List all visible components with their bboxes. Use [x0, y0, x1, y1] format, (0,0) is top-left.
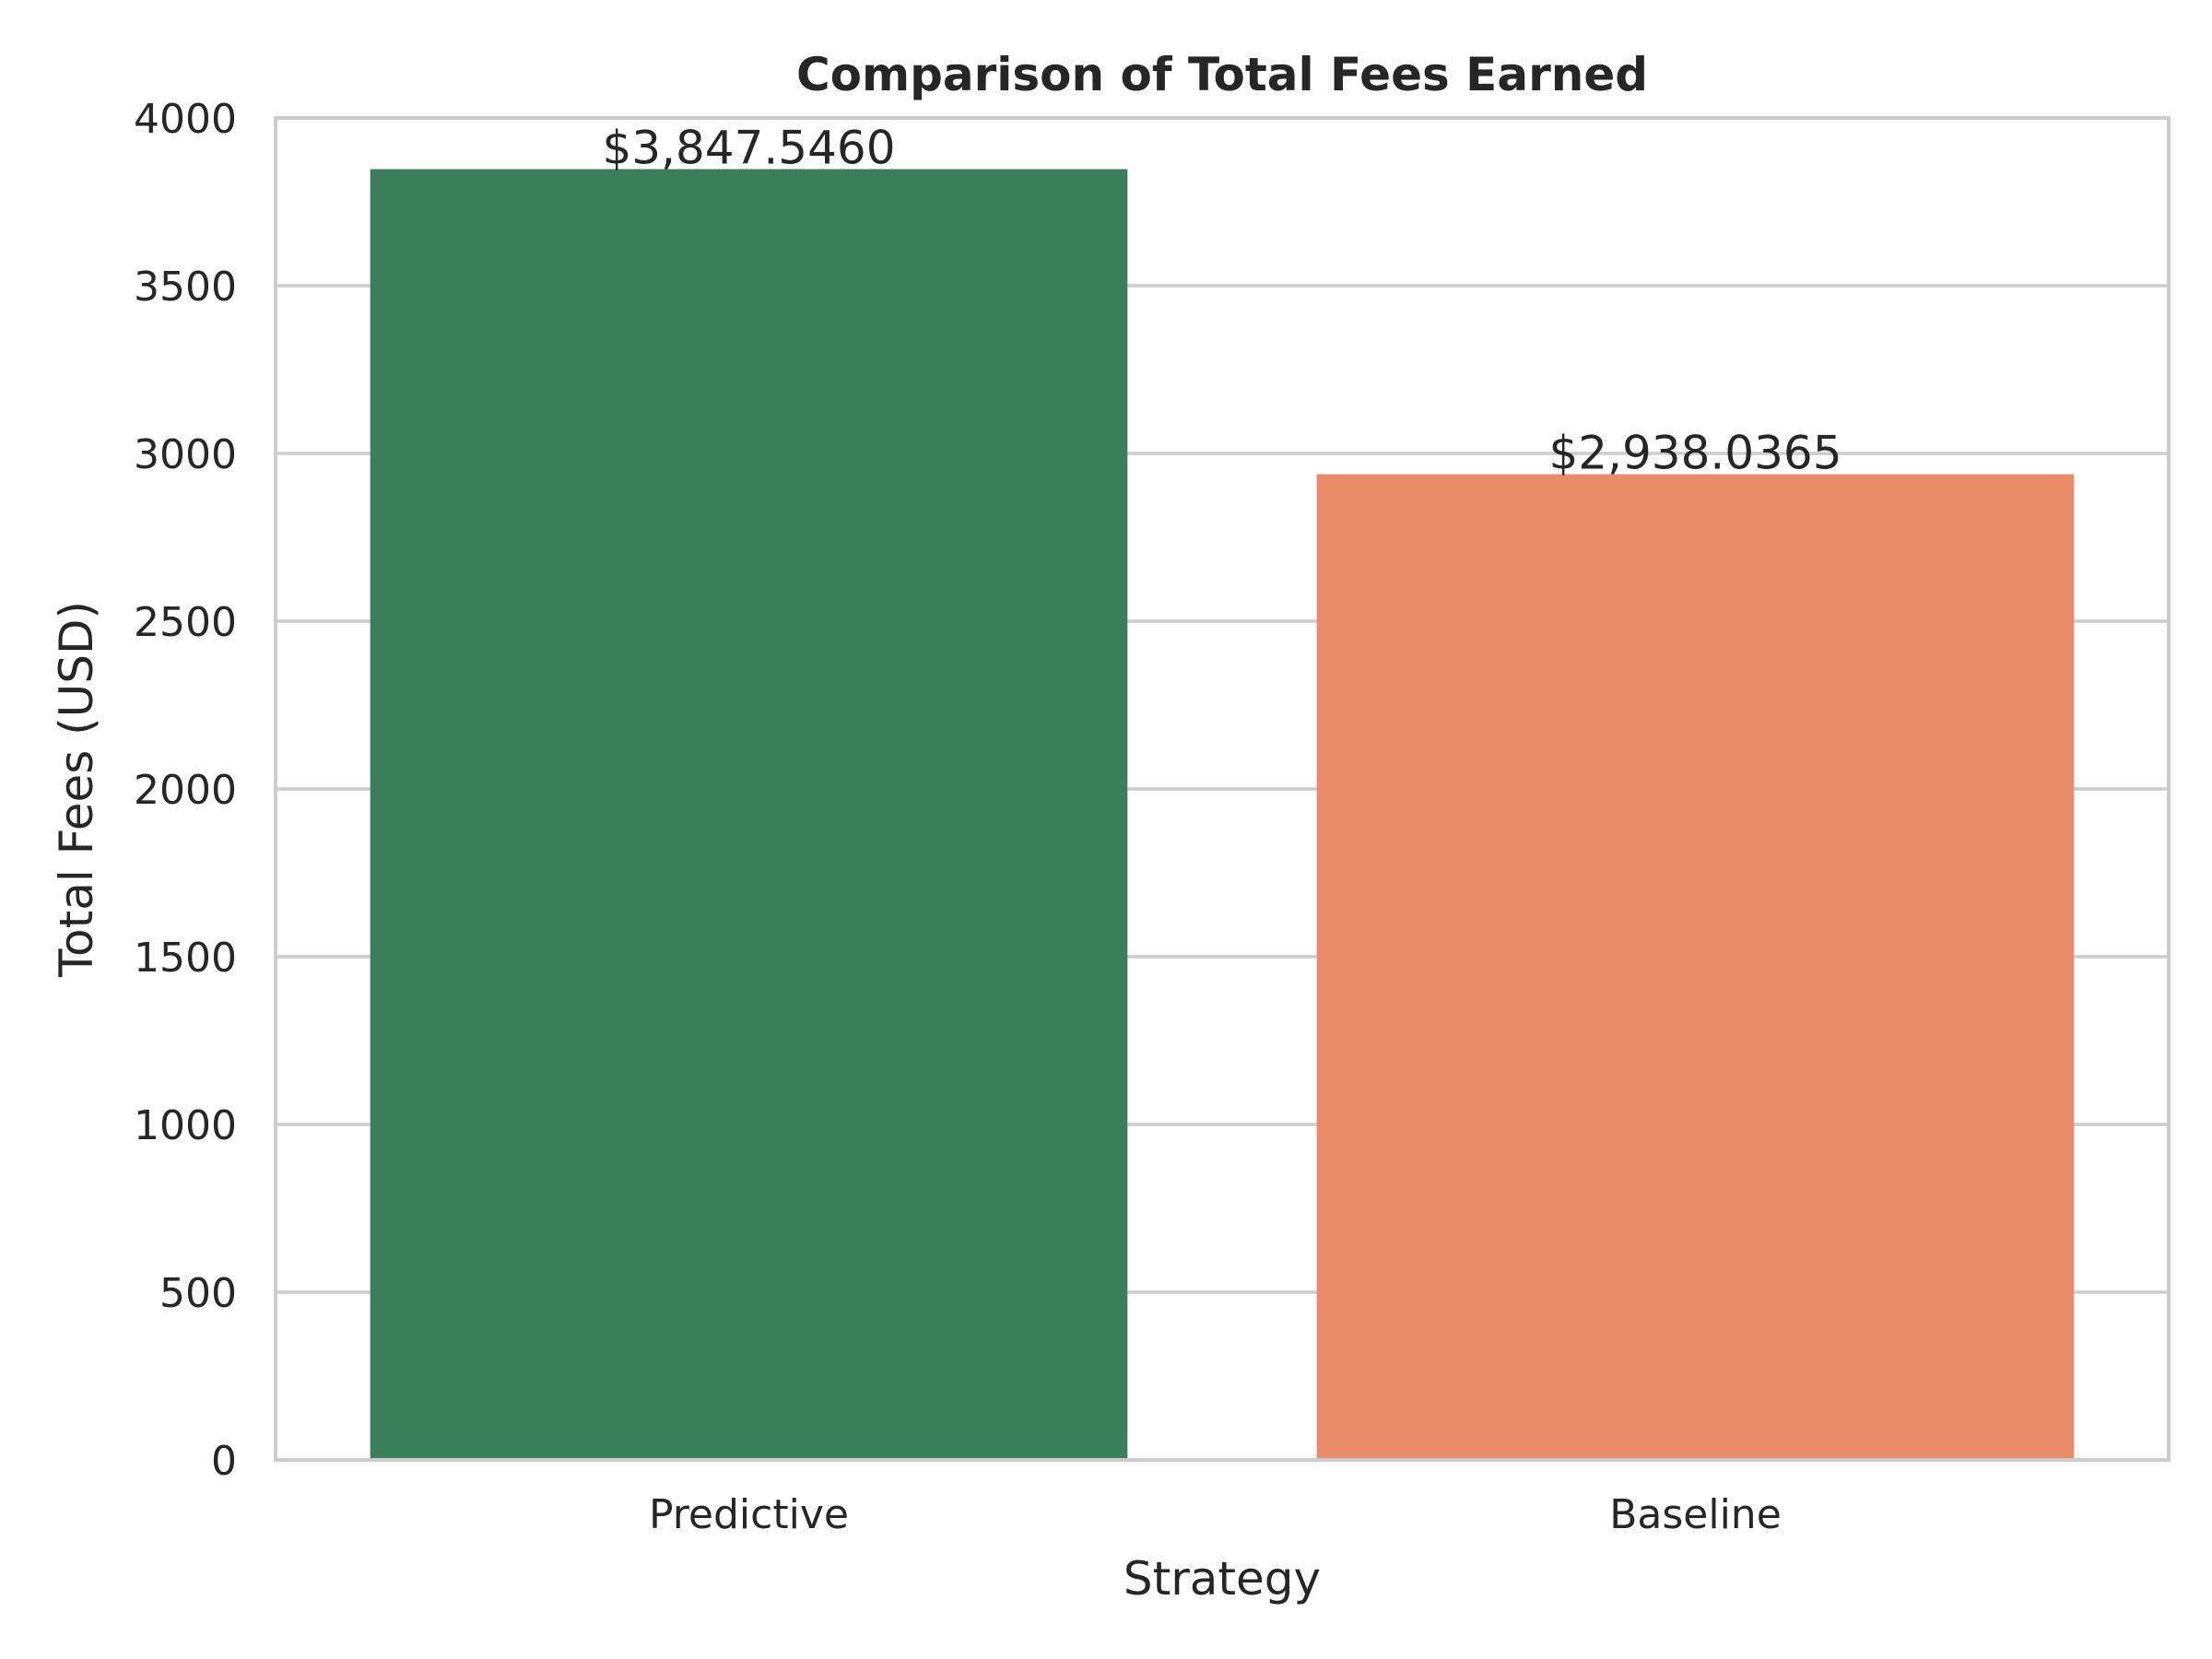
y-tick-label: 500 [159, 1270, 237, 1317]
y-tick-labels: 0 500 1000 1500 2000 2500 3000 3500 4000 [134, 96, 237, 1485]
y-tick-label: 4000 [134, 96, 237, 143]
bars [370, 169, 2075, 1460]
y-axis-label: Total Fees (USD) [50, 601, 103, 978]
x-axis-label: Strategy [1124, 1552, 1321, 1606]
y-tick-label: 3500 [134, 264, 237, 311]
bar-value-label: $3,847.5460 [602, 121, 895, 174]
y-tick-label: 1500 [134, 935, 237, 982]
y-tick-label: 0 [211, 1438, 237, 1485]
bar-predictive [370, 169, 1128, 1460]
bar-value-labels: $3,847.5460 $2,938.0365 [602, 121, 1841, 479]
bar-baseline [1316, 474, 2075, 1460]
bar-value-label: $2,938.0365 [1548, 427, 1841, 480]
x-tick-label: Baseline [1609, 1491, 1782, 1538]
x-tick-labels: Predictive Baseline [649, 1491, 1782, 1538]
plot-frame [274, 116, 2171, 1462]
chart-title: Comparison of Total Fees Earned [796, 48, 1648, 101]
y-tick-label: 2500 [134, 599, 237, 646]
y-tick-label: 2000 [134, 767, 237, 814]
x-tick-label: Predictive [649, 1491, 849, 1538]
y-tick-label: 3000 [134, 431, 237, 478]
y-tick-label: 1000 [134, 1102, 237, 1149]
